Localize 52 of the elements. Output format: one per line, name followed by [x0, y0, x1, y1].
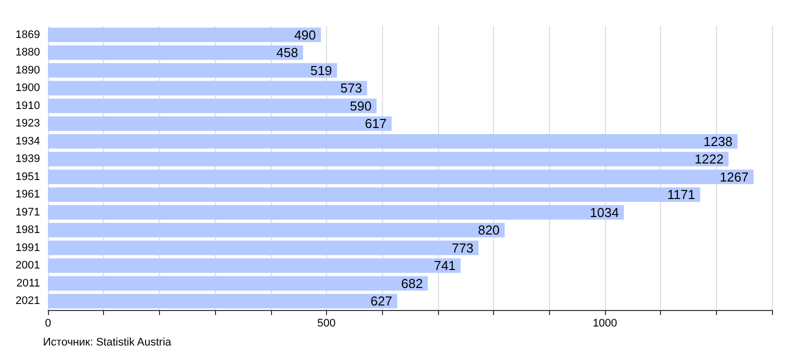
bar — [48, 205, 624, 220]
y-tick-label: 1880 — [16, 46, 40, 59]
data-label: 1034 — [590, 204, 619, 220]
data-label: 741 — [434, 258, 456, 274]
y-tick-label: 1934 — [16, 135, 40, 148]
y-tick-label: 1939 — [16, 153, 40, 166]
bar — [48, 222, 505, 238]
y-tick-label: 1961 — [16, 188, 40, 201]
bar — [48, 258, 461, 273]
bar — [48, 98, 377, 114]
data-label: 1171 — [667, 187, 696, 202]
bar — [48, 187, 700, 202]
data-label: 773 — [452, 240, 474, 256]
bar — [48, 276, 428, 291]
y-tick-label: 1900 — [16, 82, 40, 94]
y-tick-label: 1951 — [16, 170, 40, 183]
bar — [48, 116, 392, 131]
y-tick-label: 1971 — [16, 206, 40, 218]
data-label: 820 — [478, 222, 500, 238]
bar — [48, 152, 729, 166]
bar — [48, 240, 478, 256]
bar — [48, 294, 398, 308]
y-tick-label: 1890 — [16, 64, 40, 76]
y-tick-label: 1991 — [16, 242, 40, 254]
bar — [48, 170, 754, 184]
y-tick-label: 2021 — [16, 295, 40, 308]
data-label: 682 — [401, 276, 423, 291]
y-tick-label: 1910 — [16, 100, 40, 112]
bar — [48, 80, 368, 96]
data-label: 1267 — [720, 169, 749, 184]
x-tick-label: 500 — [317, 318, 336, 330]
data-label: 458 — [276, 45, 298, 60]
y-tick-label: 1869 — [16, 28, 40, 41]
text: Источник: Statistik Austria — [43, 336, 172, 348]
data-label: 590 — [350, 98, 372, 114]
x-tick-label: 1000 — [592, 318, 618, 330]
data-label: 573 — [340, 80, 362, 96]
data-label: 1238 — [704, 134, 732, 149]
data-label: 1222 — [694, 152, 724, 167]
data-label: 627 — [370, 294, 392, 309]
bar — [48, 28, 321, 42]
data-label: 519 — [310, 62, 332, 78]
bar — [48, 45, 304, 60]
y-tick-label: 1923 — [16, 118, 40, 130]
data-label: 617 — [364, 116, 387, 132]
bar — [48, 63, 338, 78]
y-tick-label: 2001 — [16, 260, 40, 272]
bar — [48, 134, 738, 149]
x-tick-label: 0 — [44, 318, 52, 330]
y-tick-label: 1981 — [16, 224, 40, 236]
data-label: 490 — [294, 27, 316, 42]
y-tick-label: 2011 — [16, 277, 40, 290]
